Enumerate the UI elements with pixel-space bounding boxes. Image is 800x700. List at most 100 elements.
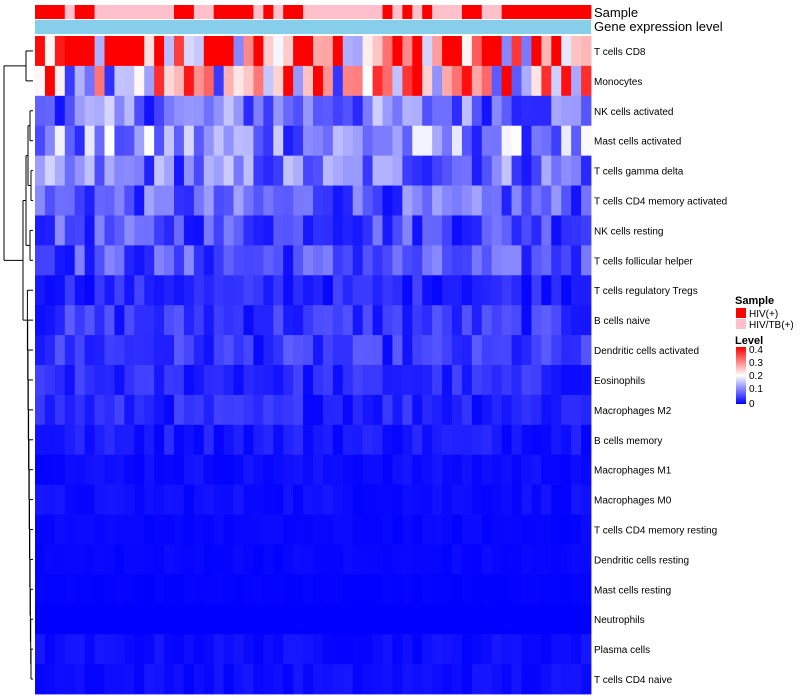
heatmap-cell <box>531 394 542 426</box>
row-label: T cells regulatory Tregs <box>594 286 698 297</box>
heatmap-cell <box>432 305 443 336</box>
heatmap-cell <box>283 36 294 67</box>
heatmap-cell <box>392 544 403 575</box>
heatmap-cell <box>263 125 274 157</box>
heatmap-cell <box>64 36 76 67</box>
heatmap-cell <box>352 155 364 186</box>
heatmap-cell <box>134 664 145 695</box>
heatmap-cell <box>74 65 86 97</box>
heatmap-cell <box>442 664 453 695</box>
heatmap-cell <box>442 185 453 216</box>
heatmap-cell <box>114 155 125 186</box>
heatmap-cell <box>303 65 314 97</box>
heatmap-cell <box>263 275 274 306</box>
heatmap-cell <box>213 365 225 396</box>
heatmap-cell <box>273 574 284 605</box>
heatmap-cell <box>74 275 86 306</box>
heatmap-cell <box>461 305 473 336</box>
heatmap-cell <box>303 36 314 67</box>
heatmap-cell <box>442 245 453 276</box>
heatmap-cell <box>541 65 552 97</box>
heatmap-cell <box>313 574 324 605</box>
heatmap-cell <box>303 394 314 426</box>
heatmap-cell <box>183 245 195 276</box>
heatmap-cell <box>203 215 215 246</box>
heatmap-cell <box>124 544 135 575</box>
heatmap-cell <box>332 275 344 306</box>
heatmap-cell <box>164 544 175 575</box>
heatmap-cell <box>511 424 522 456</box>
heatmap-cell <box>461 365 473 396</box>
heatmap-cell <box>461 664 473 695</box>
row-label: T cells CD4 naive <box>594 675 673 686</box>
row-label: NK cells activated <box>594 107 673 118</box>
heatmap-cell <box>412 125 423 157</box>
heatmap-cell <box>541 365 552 396</box>
heatmap-cell <box>293 185 304 216</box>
heatmap-cell <box>561 454 572 486</box>
heatmap-cell <box>581 36 592 67</box>
heatmap-cell <box>313 125 324 157</box>
heatmap-cell <box>293 245 304 276</box>
heatmap-cell <box>213 604 225 635</box>
heatmap-cell <box>213 155 225 186</box>
heatmap-cell <box>332 604 344 635</box>
heatmap-cell <box>481 365 493 396</box>
heatmap-cell <box>253 394 264 426</box>
heatmap-cell <box>571 634 582 665</box>
heatmap-cell <box>402 664 413 695</box>
heatmap-cell <box>452 185 463 216</box>
heatmap-cell <box>243 245 254 276</box>
heatmap-cell <box>521 514 532 545</box>
heatmap-cell <box>193 365 205 396</box>
heatmap-cell <box>74 484 86 515</box>
heatmap-cell <box>571 125 582 157</box>
heatmap-cell <box>412 36 423 67</box>
heatmap-cell <box>541 544 552 575</box>
heatmap-cell <box>114 36 125 67</box>
heatmap-cell <box>263 245 274 276</box>
heatmap-cell <box>412 604 423 635</box>
heatmap-cell <box>35 155 46 186</box>
heatmap-cell <box>372 245 383 276</box>
heatmap-cell <box>392 245 403 276</box>
heatmap-cell <box>203 185 215 216</box>
heatmap-cell <box>243 544 254 575</box>
heatmap-cell <box>561 394 572 426</box>
heatmap-cell <box>461 335 473 366</box>
heatmap-cell <box>283 335 294 366</box>
heatmap-cell <box>124 604 135 635</box>
heatmap-cell <box>154 424 165 456</box>
heatmap-cell <box>144 454 155 486</box>
heatmap-cell <box>352 335 364 366</box>
sample-annotation-cell <box>273 5 284 19</box>
heatmap-cell <box>531 215 542 246</box>
heatmap-cell <box>382 125 393 157</box>
heatmap-cell <box>491 36 503 67</box>
heatmap-cell <box>134 454 145 486</box>
heatmap-cell <box>203 604 215 635</box>
heatmap-cell <box>332 365 344 396</box>
heatmap-cell <box>183 185 195 216</box>
heatmap-cell <box>342 155 354 186</box>
heatmap-cell <box>392 65 403 97</box>
heatmap-cell <box>531 245 542 276</box>
heatmap-cell <box>501 394 512 426</box>
heatmap-cell <box>203 424 215 456</box>
heatmap-cell <box>134 514 145 545</box>
heatmap-cell <box>432 394 443 426</box>
heatmap-cell <box>104 215 115 246</box>
heatmap-cell <box>422 335 433 366</box>
heatmap-cell <box>372 65 383 97</box>
heatmap-cell <box>164 424 175 456</box>
heatmap-cell <box>551 36 562 67</box>
heatmap-cell <box>362 65 373 97</box>
sample-annotation-cell <box>183 5 195 19</box>
heatmap-cell <box>203 365 215 396</box>
heatmap-cell <box>293 335 304 366</box>
heatmap-cell <box>223 65 234 97</box>
heatmap-cell <box>551 275 562 306</box>
heatmap-cell <box>303 484 314 515</box>
heatmap-cell <box>571 335 582 366</box>
heatmap-cell <box>263 604 274 635</box>
